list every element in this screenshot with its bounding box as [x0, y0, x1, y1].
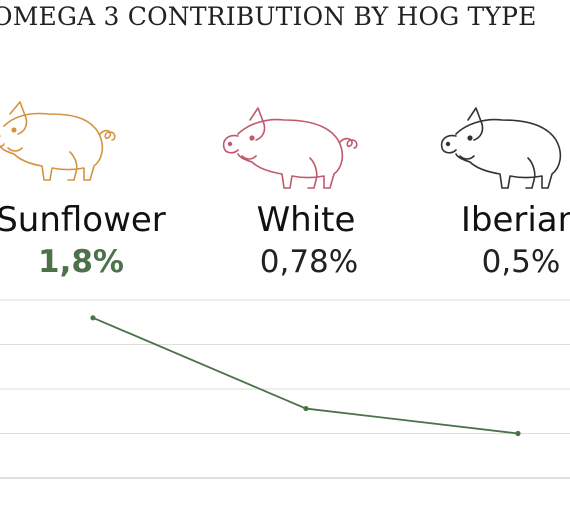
- data-point-white: [303, 405, 309, 412]
- hog-name-iberian: Iberian: [460, 200, 570, 240]
- hog-name-white: White: [256, 200, 356, 240]
- iberian-pig-icon: [440, 107, 562, 189]
- hog-value-sunflower: 1,8%: [38, 244, 124, 280]
- hog-value-iberian: 0,5%: [481, 244, 561, 280]
- hog-value-white: 0,78%: [259, 244, 359, 280]
- line-chart: [0, 299, 570, 479]
- hog-name-sunflower: Sunflower: [0, 200, 166, 240]
- chart-title: OMEGA 3 CONTRIBUTION BY HOG TYPE: [0, 2, 537, 31]
- data-point-sunflower: [90, 315, 96, 321]
- sunflower-pig-icon: [0, 101, 116, 181]
- series-line: [92, 316, 519, 435]
- white-pig-icon: [222, 107, 358, 189]
- data-point-iberian: [515, 430, 521, 437]
